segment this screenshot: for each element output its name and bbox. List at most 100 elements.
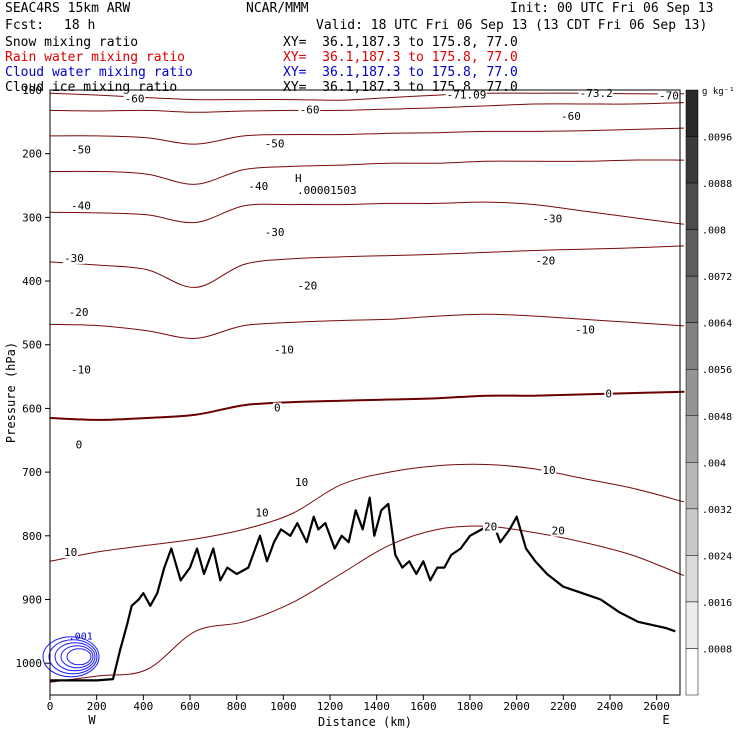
colorbar-segment xyxy=(685,229,699,277)
colorbar-label: .0064 xyxy=(702,319,732,330)
contour-label: -10 xyxy=(575,323,595,336)
temperature-contours xyxy=(49,92,685,683)
contour-label-bg xyxy=(263,138,286,150)
contour-line-m20 xyxy=(49,245,685,288)
contour-label-bg xyxy=(67,307,90,319)
y-tick-label: 400 xyxy=(22,275,42,288)
x-tick-label: 1600 xyxy=(410,700,437,713)
contour-label: 10 xyxy=(295,476,308,489)
org-label: NCAR/MMM xyxy=(246,1,309,16)
contour-label-bg xyxy=(541,213,563,225)
colorbar-unit: g kg⁻¹ xyxy=(702,87,735,97)
contour-label: 0 xyxy=(76,439,83,452)
field-cloudwater-name: Cloud water mixing ratio xyxy=(5,65,193,80)
colorbar-segment xyxy=(685,415,699,463)
y-tick-label: 900 xyxy=(22,593,42,606)
contour-label: -73.2 xyxy=(580,87,613,100)
forecast-hour: 18 h xyxy=(64,18,96,33)
terrain-profile xyxy=(50,496,676,682)
contour-line-m70 xyxy=(49,92,685,101)
y-tick-label: 300 xyxy=(22,211,42,224)
contour-label: -30 xyxy=(542,212,562,225)
contour-label-bg xyxy=(534,255,556,267)
contour-line-m40 xyxy=(49,159,685,185)
colorbar: .0096 .0088 .008 .0072 .0064 .0056 .0048 .004 .0… xyxy=(685,87,735,696)
x-tick-label: 1800 xyxy=(457,700,484,713)
x-tick-label: 1200 xyxy=(317,700,344,713)
contour-label-bg xyxy=(658,90,680,102)
colorbar-label: .0096 xyxy=(702,133,732,144)
x-tick-label: 2600 xyxy=(643,700,670,713)
x-axis-label: Distance (km) xyxy=(318,715,412,729)
colorbar-label: .0072 xyxy=(702,272,732,283)
contour-label: -40 xyxy=(71,200,91,213)
x-tick-label: 400 xyxy=(133,700,153,713)
contour-label: -60 xyxy=(561,110,581,123)
x-tick-label: 800 xyxy=(227,700,247,713)
contour-label: 10 xyxy=(255,507,268,520)
contour-label: -30 xyxy=(64,252,84,265)
contour-label-bg xyxy=(254,507,270,519)
contour-line-10 xyxy=(49,463,685,562)
contour-line-m50 xyxy=(49,127,685,145)
colorbar-label: .0032 xyxy=(702,505,732,516)
contour-label: -40 xyxy=(248,180,268,193)
cloud-water-contour xyxy=(54,642,96,672)
contour-label: -71.09 xyxy=(447,88,487,101)
contour-label-bg xyxy=(63,547,78,559)
colorbar-segment xyxy=(685,462,699,510)
cloud-water-contours: .001 xyxy=(42,632,100,678)
contour-label: -60 xyxy=(125,93,145,106)
contour-label-bg xyxy=(273,344,295,356)
field-snow-name: Snow mixing ratio xyxy=(5,35,139,50)
contour-label: -50 xyxy=(265,137,285,150)
x-tick-label: 200 xyxy=(87,700,107,713)
colorbar-segment xyxy=(685,601,699,649)
cloud-water-contour xyxy=(60,645,94,669)
contour-line-m30 xyxy=(49,201,685,225)
y-tick-label: 700 xyxy=(22,466,42,479)
contour-line-20 xyxy=(49,525,685,683)
contour-label: 20 xyxy=(484,521,497,534)
colorbar-label: .0008 xyxy=(702,644,732,655)
contour-label: -10 xyxy=(274,344,294,357)
contour-label-bg xyxy=(483,521,498,533)
contour-label: -60 xyxy=(300,104,320,117)
contour-label-bg xyxy=(578,88,614,100)
contour-label: -70 xyxy=(659,90,679,103)
colorbar-label: .0056 xyxy=(702,365,732,376)
cloud-water-contour xyxy=(48,639,98,675)
colorbar-label: .0016 xyxy=(702,598,732,609)
contour-line-m60 xyxy=(49,102,685,113)
cloud-water-contour xyxy=(66,648,92,666)
field-rain-name: Rain water mixing ratio xyxy=(5,50,186,65)
contour-label: 10 xyxy=(64,546,77,559)
contour-label-bg xyxy=(63,252,85,264)
colorbar-segment xyxy=(685,275,699,323)
y-tick-label: 600 xyxy=(22,402,42,415)
contour-label: -50 xyxy=(71,144,91,157)
colorbar-label: .0024 xyxy=(702,551,732,562)
x-tick-label: 1400 xyxy=(363,700,390,713)
contour-label: 20 xyxy=(552,525,565,538)
contour-label-bg xyxy=(70,144,92,156)
x-tick-label: 2000 xyxy=(503,700,530,713)
endpoint-east: E xyxy=(662,713,669,727)
contour-line-0 xyxy=(49,390,685,421)
x-tick-label: 600 xyxy=(180,700,200,713)
plot-frame xyxy=(49,89,681,696)
colorbar-segment xyxy=(685,136,699,184)
field-cloudice-name: Cloud ice mixing ratio xyxy=(5,80,178,95)
colorbar-label: .0048 xyxy=(702,412,732,423)
x-tick-label: 1000 xyxy=(270,700,297,713)
y-tick-label-top: 100 xyxy=(22,84,42,97)
contour-label: -20 xyxy=(297,279,317,292)
colorbar-label: .004 xyxy=(702,458,726,469)
contour-label: 0 xyxy=(274,402,281,415)
colorbar-segment xyxy=(685,508,699,556)
axes: 0 200 400 600 800 1000 1200 1400 1600 1800 2000 220… xyxy=(4,84,670,729)
y-tick-label: 500 xyxy=(22,339,42,352)
colorbar-segment xyxy=(685,182,699,230)
contour-label: 0 xyxy=(605,388,612,401)
contour-label-bg xyxy=(541,465,557,477)
